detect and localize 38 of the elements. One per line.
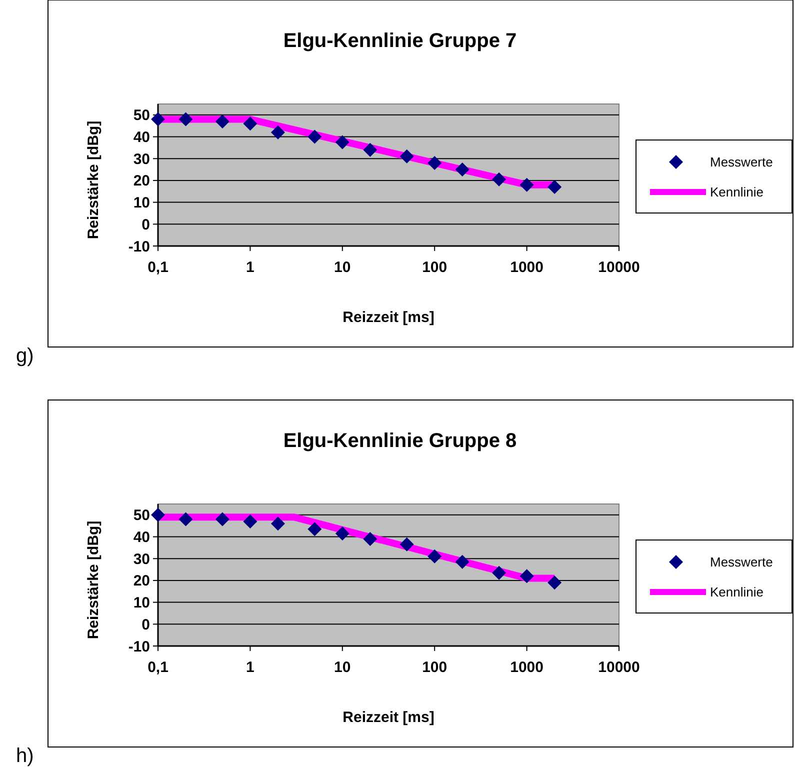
y-axis-title: Reizstärke [dBg] [85, 120, 102, 240]
y-tick-label: 40 [133, 129, 150, 146]
y-tick-label: 40 [133, 529, 150, 546]
x-tick-label: 0,1 [148, 259, 168, 276]
x-tick-label: 10000 [598, 259, 640, 276]
legend-label: Messwerte [710, 554, 773, 570]
y-tick-label: -10 [128, 638, 150, 656]
x-tick-label: 1 [246, 659, 254, 676]
legend-label: Kennlinie [710, 584, 764, 600]
legend-label: Kennlinie [710, 184, 764, 200]
y-tick-label: 0 [142, 616, 150, 634]
y-tick-label: 20 [133, 172, 150, 190]
x-tick-label: 1000 [510, 659, 544, 676]
y-tick-label: -10 [128, 238, 150, 256]
x-tick-label: 1 [246, 259, 254, 276]
x-tick-label: 100 [422, 259, 448, 276]
y-tick-label: 50 [133, 107, 150, 124]
x-axis-title: Reizzeit [ms] [342, 309, 434, 326]
x-axis-title: Reizzeit [ms] [342, 709, 434, 726]
x-tick-label: 1000 [510, 259, 544, 276]
y-tick-label: 20 [133, 572, 150, 590]
x-tick-label: 10 [334, 659, 351, 676]
chart-title: Elgu-Kennlinie Gruppe 8 [283, 430, 517, 452]
x-tick-label: 10000 [598, 659, 640, 676]
x-tick-label: 0,1 [148, 659, 168, 676]
y-tick-label: 30 [133, 550, 150, 568]
y-tick-label: 10 [133, 194, 150, 212]
y-tick-label: 0 [142, 216, 150, 234]
x-tick-label: 100 [422, 659, 448, 676]
text: g) [16, 345, 34, 367]
y-tick-label: 10 [133, 594, 150, 612]
text: h) [16, 745, 34, 767]
y-tick-label: 30 [133, 150, 150, 168]
y-tick-label: 50 [133, 507, 150, 524]
y-axis-title: Reizstärke [dBg] [85, 520, 102, 640]
x-tick-label: 10 [334, 259, 351, 276]
legend-label: Messwerte [710, 154, 773, 170]
chart-title: Elgu-Kennlinie Gruppe 7 [283, 30, 517, 52]
